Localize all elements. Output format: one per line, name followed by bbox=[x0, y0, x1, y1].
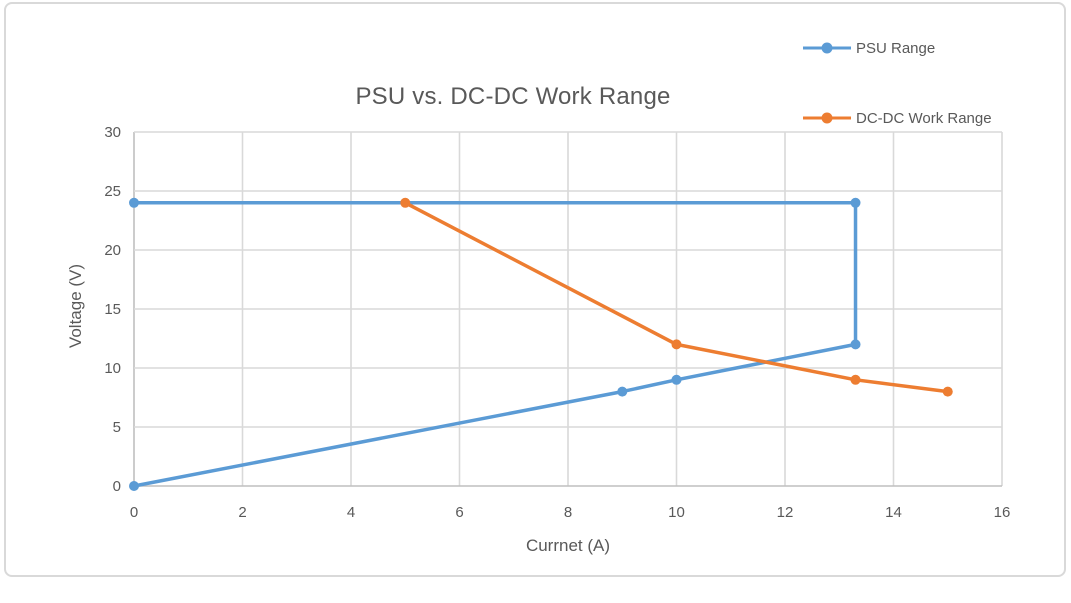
legend-entry-psu-range[interactable]: PSU Range bbox=[802, 38, 935, 58]
data-point-psu-range-10a-9v[interactable] bbox=[671, 374, 682, 385]
x-tick-label-2: 2 bbox=[238, 504, 246, 521]
x-tick-label-4: 4 bbox=[347, 504, 355, 521]
chart-title[interactable]: PSU vs. DC-DC Work Range bbox=[355, 83, 671, 110]
legend-line-marker-icon bbox=[803, 42, 851, 54]
x-axis-title[interactable]: Currnet (A) bbox=[525, 536, 611, 555]
x-tick-label-0: 0 bbox=[130, 504, 138, 521]
data-point-psu-range-0a-24v[interactable] bbox=[129, 197, 139, 208]
data-point-psu-range-13.3a-12v[interactable] bbox=[850, 339, 861, 350]
x-tick-label-16: 16 bbox=[994, 504, 1011, 521]
legend-line-marker-icon bbox=[803, 112, 851, 124]
y-tick-label-0: 0 bbox=[113, 478, 121, 495]
data-point-psu-range-13.3a-24v[interactable] bbox=[850, 197, 861, 208]
x-tick-label-10: 10 bbox=[668, 504, 685, 521]
series-line-dc-dc-work-range[interactable] bbox=[403, 201, 950, 394]
y-axis-title[interactable]: Voltage (V) bbox=[66, 263, 85, 349]
y-tick-label-20: 20 bbox=[104, 242, 121, 259]
y-tick-label-30: 30 bbox=[104, 124, 121, 141]
data-point-dc-dc-work-range-5a-24v[interactable] bbox=[400, 197, 411, 208]
y-tick-label-5: 5 bbox=[113, 419, 121, 436]
x-tick-label-14: 14 bbox=[885, 504, 902, 521]
legend-label-dcdc-work-range: DC-DC Work Range bbox=[856, 109, 992, 127]
y-tick-label-25: 25 bbox=[104, 183, 121, 200]
data-point-dc-dc-work-range-15a-8v[interactable] bbox=[942, 386, 953, 397]
legend-label-psu-range: PSU Range bbox=[856, 39, 936, 57]
data-point-dc-dc-work-range-10a-12v[interactable] bbox=[671, 339, 682, 350]
data-point-dc-dc-work-range-13.3a-9v[interactable] bbox=[850, 374, 861, 385]
y-tick-label-10: 10 bbox=[104, 360, 121, 377]
data-point-psu-range-0a-0v[interactable] bbox=[129, 481, 139, 491]
x-tick-label-12: 12 bbox=[777, 504, 794, 521]
x-tick-label-8: 8 bbox=[564, 504, 572, 521]
chart-border[interactable] bbox=[4, 2, 1066, 577]
legend-entry-dcdc-work-range[interactable]: DC-DC Work Range bbox=[802, 108, 992, 128]
x-tick-label-6: 6 bbox=[455, 504, 463, 521]
data-point-psu-range-9a-8v[interactable] bbox=[617, 386, 628, 397]
y-tick-label-15: 15 bbox=[104, 301, 121, 318]
